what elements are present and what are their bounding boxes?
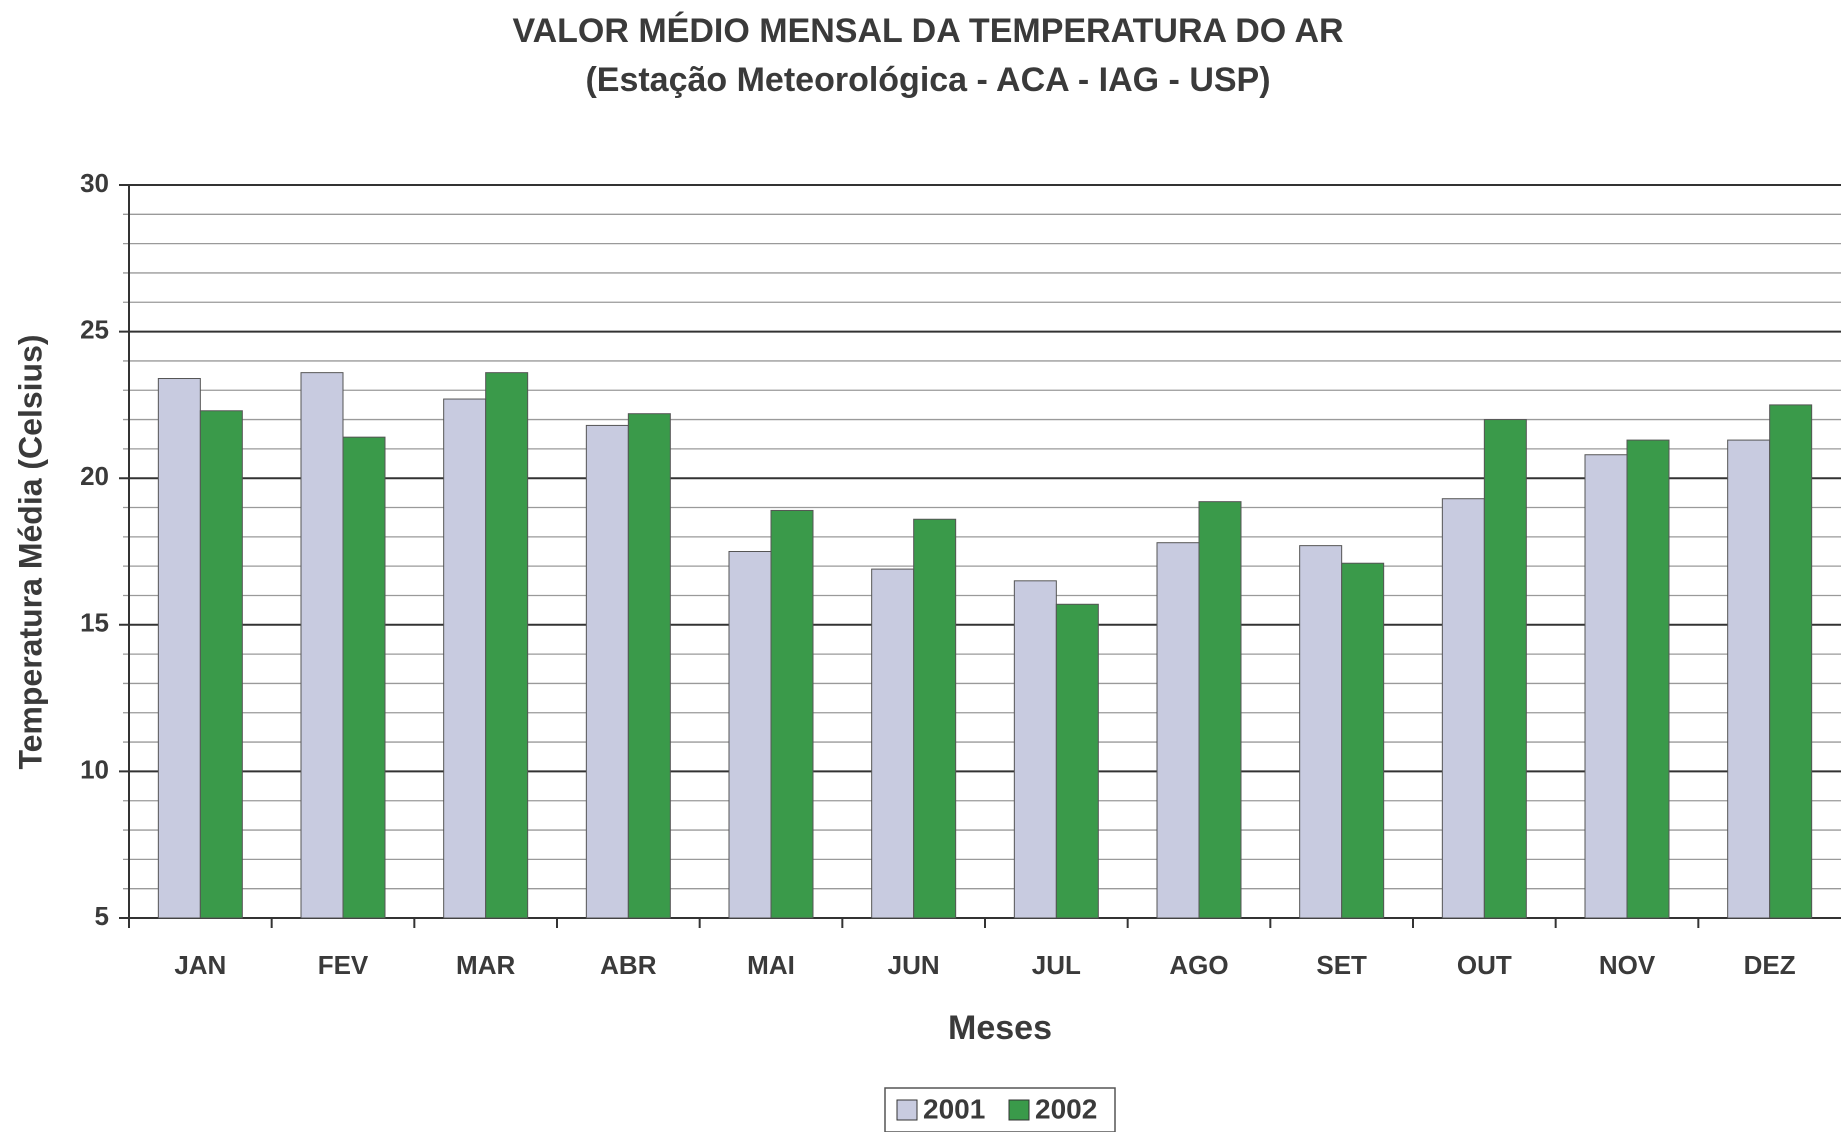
x-tick-label: NOV: [1599, 950, 1656, 980]
x-tick-label: JUN: [888, 950, 940, 980]
bar: [728, 551, 772, 919]
x-tick-label: JAN: [174, 950, 226, 980]
bar: [1055, 603, 1099, 919]
bar: [1769, 404, 1813, 919]
bar: [1156, 542, 1200, 919]
x-tick-label: MAR: [456, 950, 515, 980]
bar: [1626, 439, 1670, 919]
y-axis-label: Temperatura Média (Celsius): [12, 334, 48, 769]
bar: [199, 410, 243, 919]
chart-subtitle: (Estação Meteorológica - ACA - IAG - USP…: [585, 61, 1270, 99]
bar: [300, 372, 344, 919]
x-tick-label: SET: [1316, 950, 1367, 980]
bar: [1727, 439, 1771, 919]
chart-title: VALOR MÉDIO MENSAL DA TEMPERATURA DO AR: [512, 12, 1343, 50]
y-tick-label: 30: [80, 168, 109, 198]
bar: [1013, 580, 1057, 919]
x-axis-label: Meses: [948, 1009, 1052, 1047]
legend-label: 2002: [1035, 1093, 1097, 1124]
y-tick-label: 10: [80, 754, 109, 784]
bar: [443, 398, 487, 919]
bar: [1198, 501, 1242, 919]
x-tick-label: AGO: [1169, 950, 1228, 980]
bar: [871, 568, 915, 919]
y-tick-label: 25: [80, 314, 109, 344]
bar: [585, 424, 629, 919]
bar: [627, 413, 671, 919]
y-tick-label: 5: [95, 901, 109, 931]
legend-swatch: [1008, 1099, 1030, 1121]
bar: [770, 509, 814, 919]
legend-label: 2001: [923, 1093, 985, 1124]
y-tick-label: 15: [80, 608, 109, 638]
x-tick-label: FEV: [318, 950, 369, 980]
x-tick-label: MAI: [747, 950, 795, 980]
bar: [1341, 562, 1385, 919]
bar: [157, 378, 201, 919]
y-tick-label: 20: [80, 461, 109, 491]
x-tick-label: ABR: [600, 950, 657, 980]
legend-swatch: [896, 1099, 918, 1121]
bar: [342, 436, 386, 919]
bar: [1441, 498, 1485, 919]
bar: [1299, 545, 1343, 919]
x-tick-label: OUT: [1457, 950, 1512, 980]
legend-box: [884, 1087, 1116, 1132]
bar: [913, 518, 957, 919]
x-tick-label: JUL: [1032, 950, 1081, 980]
bar: [1483, 419, 1527, 919]
x-tick-label: DEZ: [1744, 950, 1796, 980]
bar: [485, 372, 529, 919]
bar: [1584, 454, 1628, 919]
